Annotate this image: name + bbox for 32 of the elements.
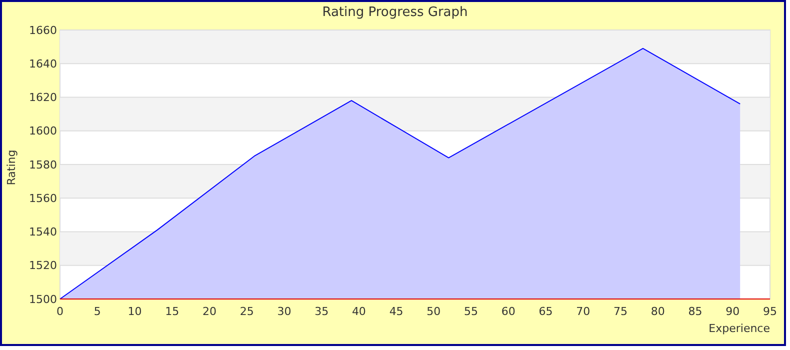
y-tick-label: 1600 <box>29 124 57 138</box>
y-axis-title: Rating <box>5 150 18 186</box>
y-tick-label: 1580 <box>29 158 57 172</box>
x-tick-label: 55 <box>464 305 478 318</box>
x-tick-label: 65 <box>538 305 553 318</box>
y-tick-label: 1500 <box>29 292 57 306</box>
y-tick-label: 1540 <box>29 226 57 239</box>
x-tick-label: 60 <box>501 305 516 318</box>
x-tick-label: 15 <box>165 305 180 318</box>
x-tick-label: 20 <box>202 305 216 318</box>
y-tick-label: 1640 <box>29 57 57 70</box>
x-tick-label: 90 <box>726 305 740 318</box>
x-tick-label: 70 <box>576 305 590 318</box>
x-tick-label: 35 <box>314 305 329 318</box>
x-tick-label: 10 <box>128 305 142 318</box>
x-tick-label: 50 <box>426 305 441 318</box>
x-axis-title: Experience <box>708 322 770 335</box>
x-tick-label: 80 <box>650 305 665 318</box>
x-tick-label: 75 <box>614 305 628 318</box>
chart-title: Rating Progress Graph <box>322 5 468 20</box>
x-tick-label: 25 <box>240 305 254 318</box>
y-tick-label: 1520 <box>29 259 57 272</box>
x-tick-label: 95 <box>763 305 777 318</box>
x-tick-label: 0 <box>56 305 64 318</box>
x-tick-label: 5 <box>94 305 101 318</box>
x-tick-label: 30 <box>277 305 292 318</box>
y-tick-label: 1560 <box>29 192 57 205</box>
x-tick-label: 45 <box>389 305 404 318</box>
y-tick-label: 1620 <box>29 91 57 104</box>
y-tick-label: 1660 <box>29 24 57 37</box>
x-tick-label: 40 <box>352 305 366 318</box>
x-tick-label: 85 <box>688 305 702 318</box>
